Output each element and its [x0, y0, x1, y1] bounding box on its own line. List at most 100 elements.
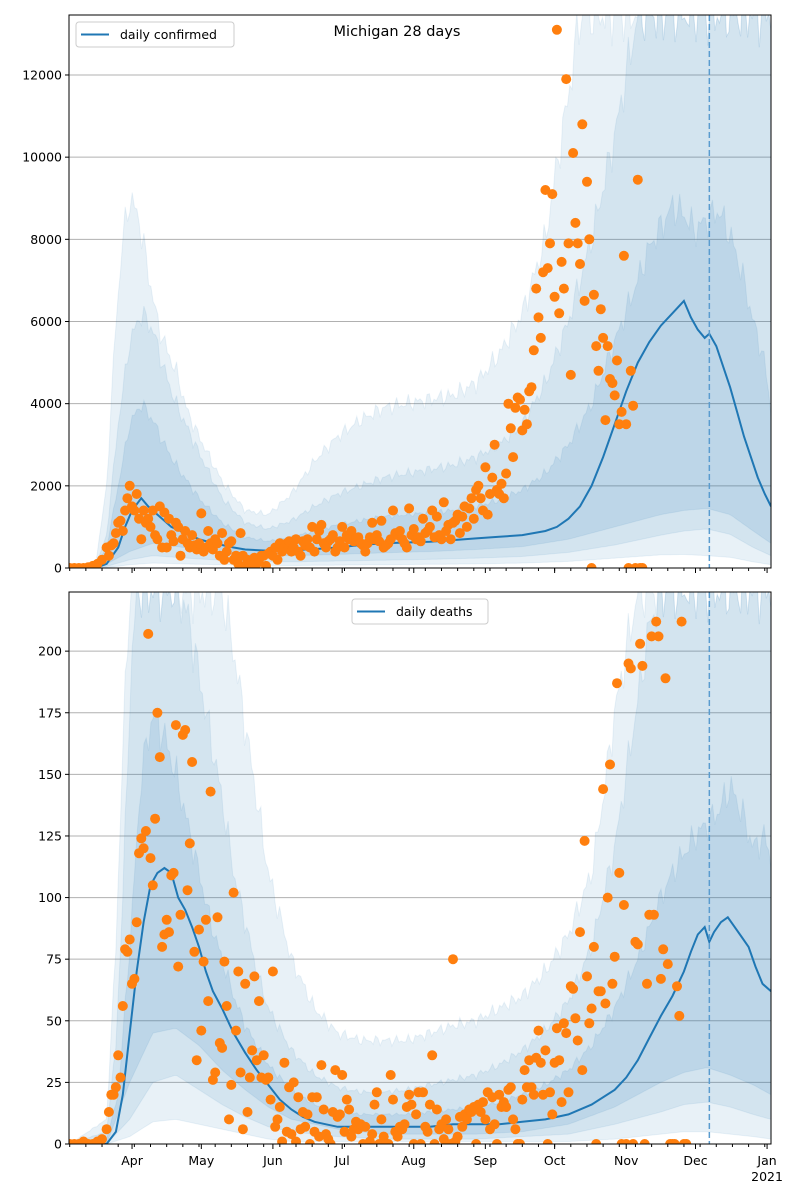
observed-point — [760, 0, 770, 5]
observed-point — [302, 1109, 313, 1120]
observed-point — [473, 480, 484, 491]
observed-point — [189, 946, 200, 957]
observed-point — [445, 534, 456, 545]
observed-point — [556, 256, 567, 267]
observed-point — [605, 759, 615, 770]
y-tick-label: 6000 — [30, 314, 62, 329]
observed-point — [279, 1057, 290, 1068]
observed-point — [748, 0, 758, 5]
observed-point — [182, 885, 193, 896]
y-tick-label: 8000 — [30, 232, 62, 247]
y-tick-label: 12000 — [22, 67, 62, 82]
observed-point — [505, 423, 516, 434]
observed-point — [533, 1025, 544, 1036]
observed-point — [480, 462, 491, 473]
observed-point — [97, 1134, 107, 1144]
observed-point — [408, 524, 419, 534]
observed-point — [663, 0, 673, 5]
observed-point — [660, 673, 671, 684]
observed-point — [588, 289, 599, 300]
observed-point — [131, 489, 142, 499]
observed-point — [614, 419, 625, 430]
x-tick-label: Apr — [121, 1153, 143, 1168]
observed-point — [598, 784, 609, 795]
observed-point — [730, 0, 740, 5]
observed-point — [293, 1092, 304, 1103]
observed-point — [709, 0, 719, 5]
observed-point — [143, 513, 154, 524]
observed-point — [515, 1139, 525, 1144]
observed-point — [212, 538, 223, 549]
observed-point — [607, 978, 618, 989]
chart-title: Michigan 28 days — [334, 24, 461, 40]
observed-point — [554, 1055, 565, 1066]
observed-point — [325, 1139, 336, 1144]
x-tick-label: Jun — [262, 1153, 283, 1168]
observed-point — [339, 1126, 350, 1137]
observed-point — [438, 1134, 449, 1144]
observed-point — [732, 0, 742, 5]
observed-point — [415, 536, 426, 547]
observed-point — [526, 382, 537, 393]
observed-point — [688, 0, 698, 5]
legend-label: daily confirmed — [120, 27, 217, 42]
observed-point — [734, 0, 744, 5]
observed-point — [545, 238, 555, 249]
y-tick-label: 25 — [46, 1075, 62, 1090]
observed-point — [330, 1065, 341, 1076]
observed-point — [700, 0, 710, 5]
observed-point — [632, 939, 643, 950]
axes-frame — [68, 591, 772, 1145]
observed-point — [616, 406, 627, 417]
observed-point — [737, 0, 747, 5]
observed-point — [267, 966, 278, 977]
observed-point — [700, 0, 710, 5]
observed-point — [117, 1001, 128, 1011]
observed-point — [725, 0, 735, 5]
axes-frame — [68, 14, 772, 569]
observed-point — [691, 0, 701, 5]
observed-point — [697, 0, 707, 5]
observed-point — [545, 1087, 555, 1098]
observed-point — [658, 944, 669, 955]
observed-point — [480, 1114, 491, 1125]
observed-point — [695, 0, 705, 5]
observed-point — [547, 1109, 558, 1120]
observed-point — [598, 332, 609, 343]
observed-point — [635, 638, 646, 649]
observed-point — [721, 0, 731, 5]
observed-point — [464, 503, 475, 514]
observed-point — [244, 1072, 255, 1083]
x-tick-label: Aug — [402, 1153, 426, 1168]
observed-point — [570, 217, 581, 228]
observed-point — [751, 0, 761, 5]
observed-point — [665, 0, 675, 5]
observed-point — [418, 1087, 428, 1098]
observed-point — [540, 1045, 551, 1056]
observed-point — [466, 493, 477, 504]
observed-point — [200, 914, 211, 925]
observed-point — [640, 0, 650, 5]
observed-point — [577, 119, 588, 130]
observed-point — [210, 1067, 221, 1078]
observed-point — [247, 1045, 258, 1056]
observed-point — [661, 0, 671, 5]
observed-point — [233, 966, 244, 977]
observed-point — [677, 0, 687, 5]
observed-point — [760, 0, 770, 5]
observed-point — [725, 0, 735, 5]
observed-point — [730, 0, 740, 5]
observed-point — [595, 986, 606, 997]
observed-point — [584, 234, 595, 245]
observed-point — [565, 369, 576, 380]
observed-point — [415, 1139, 426, 1144]
observed-point — [376, 1114, 387, 1125]
observed-point — [196, 508, 207, 519]
observed-point — [577, 1065, 588, 1076]
observed-point — [554, 308, 565, 319]
observed-point — [235, 528, 246, 539]
observed-point — [129, 973, 140, 984]
observed-point — [697, 0, 707, 5]
observed-point — [718, 0, 728, 5]
observed-point — [686, 0, 696, 5]
